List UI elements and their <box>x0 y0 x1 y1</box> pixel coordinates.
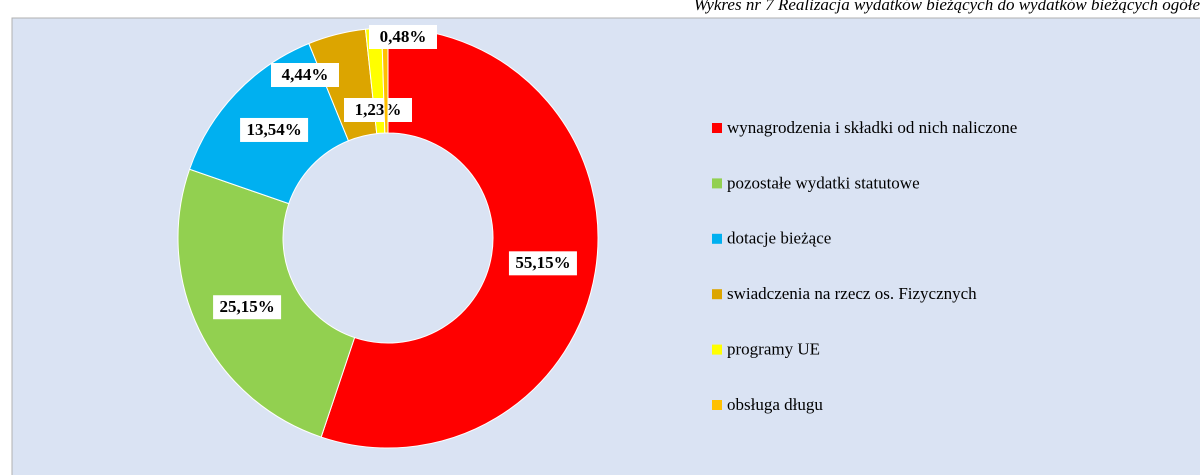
legend-label: programy UE <box>727 340 820 359</box>
data-label: 4,44% <box>282 65 329 84</box>
legend-swatch <box>712 344 722 355</box>
label-box <box>271 63 339 87</box>
data-label: 13,54% <box>246 120 301 139</box>
label-box <box>508 251 577 276</box>
label-box <box>369 25 437 49</box>
legend-label: wynagrodzenia i składki od nich naliczon… <box>727 118 1017 137</box>
legend-swatch <box>712 400 722 410</box>
label-box <box>213 295 282 320</box>
donut-slice <box>320 27 599 449</box>
data-label: 25,15% <box>219 297 274 316</box>
data-label: 55,15% <box>515 253 570 272</box>
legend-swatch <box>712 178 722 189</box>
legend-label: obsługa długu <box>727 395 823 414</box>
legend-swatch <box>712 289 722 300</box>
data-label: 1,23% <box>355 100 402 119</box>
legend-label: dotacje bieżące <box>727 229 831 248</box>
label-box <box>240 117 309 142</box>
legend-swatch <box>712 123 722 133</box>
legend-label: pozostałe wydatki statutowe <box>727 173 920 192</box>
legend-label: swiadczenia na rzecz os. Fizycznych <box>727 284 977 303</box>
chart-title: Wykres nr 7 Realizacja wydatków bieżącyc… <box>694 0 1200 14</box>
data-label: 0,48% <box>380 27 427 46</box>
label-box <box>344 98 412 122</box>
legend-swatch <box>712 233 722 244</box>
